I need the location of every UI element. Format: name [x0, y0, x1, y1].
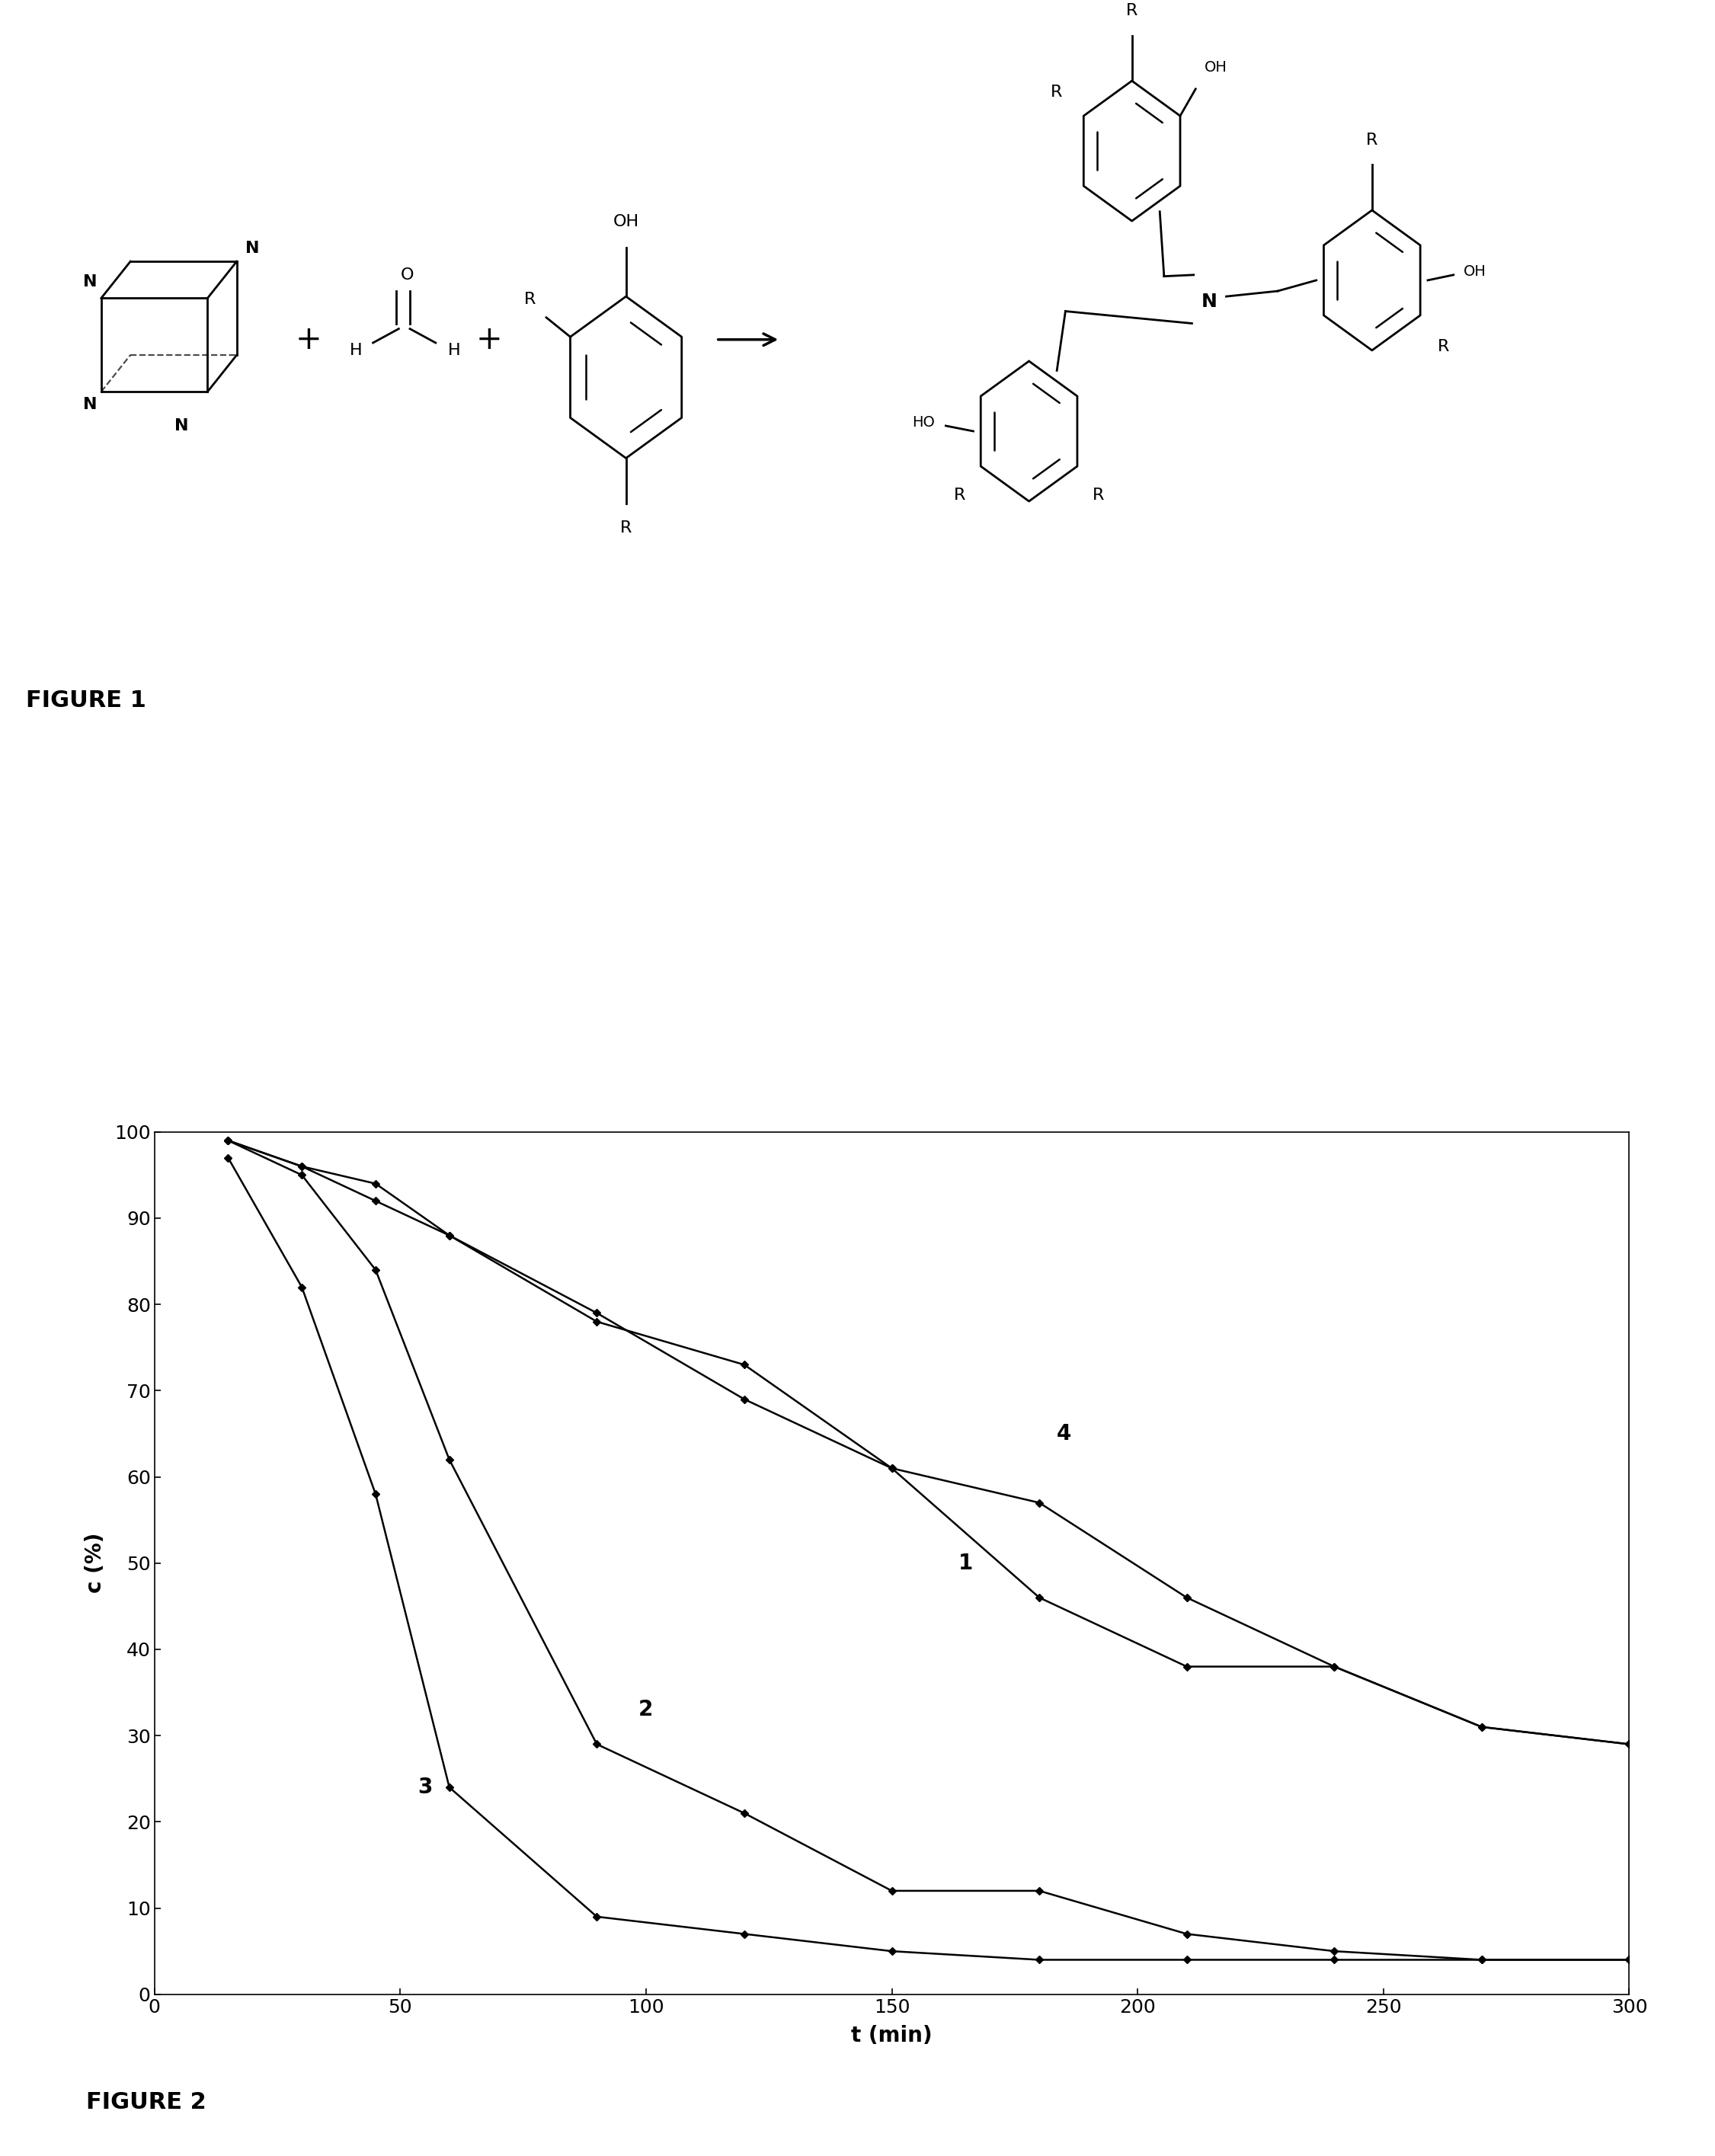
Text: OH: OH [612, 213, 640, 231]
Text: R: R [525, 291, 537, 306]
Text: 2: 2 [638, 1699, 653, 1720]
Text: O: O [401, 267, 413, 282]
Text: 1: 1 [959, 1552, 972, 1574]
Text: HO: HO [912, 416, 935, 429]
Text: 3: 3 [417, 1777, 432, 1798]
Text: H: H [448, 343, 461, 358]
Text: N: N [82, 274, 98, 289]
Text: FIGURE 2: FIGURE 2 [86, 2091, 206, 2113]
Y-axis label: c (%): c (%) [84, 1533, 106, 1593]
Text: N: N [175, 418, 189, 433]
X-axis label: t (min): t (min) [851, 2024, 933, 2046]
Text: R: R [1092, 487, 1104, 502]
Text: R: R [954, 487, 966, 502]
Text: 4: 4 [1056, 1423, 1072, 1445]
Text: +: + [295, 323, 322, 356]
Text: N: N [245, 241, 259, 257]
Text: N: N [82, 397, 98, 412]
Text: R: R [1127, 2, 1137, 19]
Text: R: R [1437, 338, 1449, 354]
Text: OH: OH [1204, 60, 1226, 75]
Text: R: R [1367, 132, 1377, 147]
Text: +: + [475, 323, 502, 356]
Text: H: H [350, 343, 362, 358]
Text: OH: OH [1465, 265, 1487, 278]
Text: N: N [1200, 293, 1218, 310]
Text: FIGURE 1: FIGURE 1 [26, 690, 146, 711]
Text: R: R [1051, 84, 1062, 99]
Text: R: R [621, 522, 631, 537]
